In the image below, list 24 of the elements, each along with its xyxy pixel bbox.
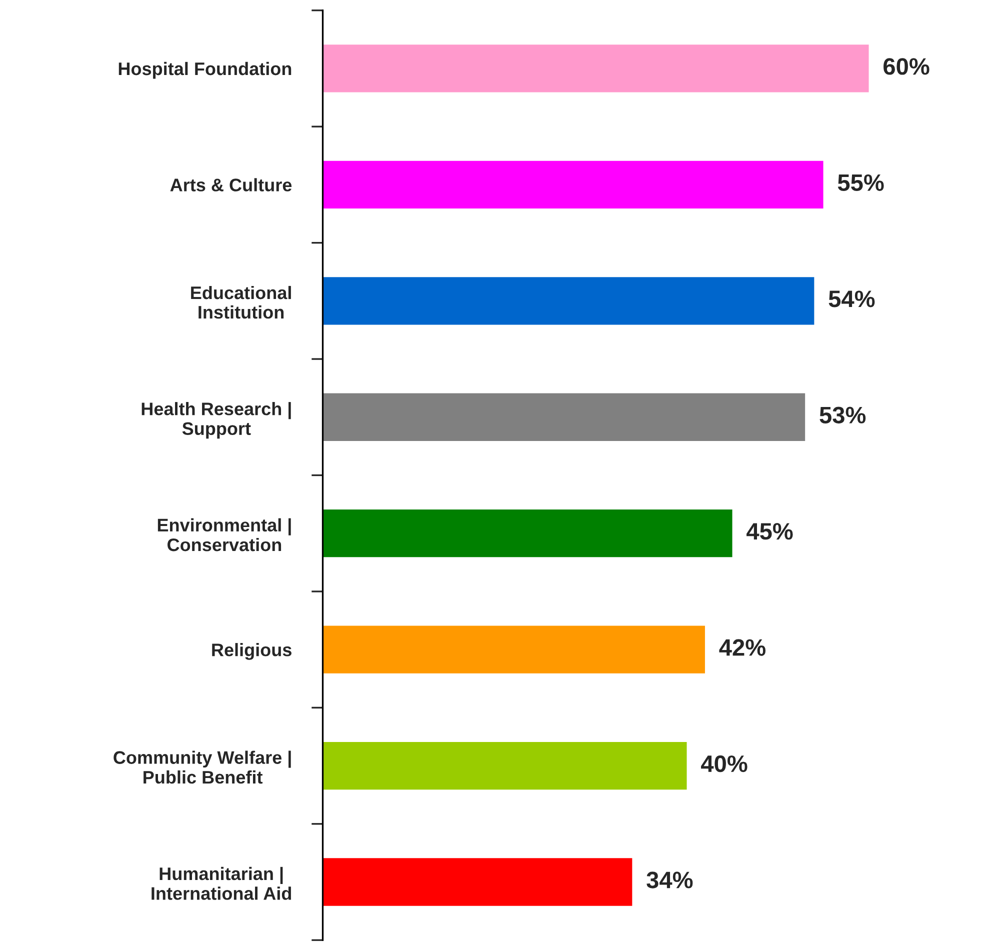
bar bbox=[322, 858, 632, 906]
data-label: 55% bbox=[838, 174, 884, 192]
y-tick-label: Educational Institution bbox=[191, 286, 291, 319]
y-tick-label: Health Research | Support bbox=[142, 402, 291, 439]
bar bbox=[322, 160, 824, 209]
data-label: 60% bbox=[884, 58, 930, 75]
data-label: 53% bbox=[820, 406, 866, 424]
y-tick-label: Religious bbox=[212, 643, 292, 660]
bar bbox=[322, 626, 705, 674]
bar bbox=[322, 277, 814, 325]
bar bbox=[322, 393, 806, 441]
bar bbox=[322, 510, 732, 558]
data-label: 34% bbox=[646, 872, 693, 888]
data-label: 42% bbox=[719, 639, 766, 656]
data-label: 45% bbox=[746, 523, 793, 540]
bar bbox=[322, 742, 687, 790]
data-label: 40% bbox=[701, 755, 748, 772]
y-tick-label: Arts & Culture bbox=[170, 178, 292, 192]
y-tick-label: Hospital Foundation bbox=[118, 62, 292, 79]
y-tick-label: Humanitarian | International Aid bbox=[152, 866, 292, 900]
y-tick-label: Environmental | Conservation bbox=[158, 518, 291, 552]
bar bbox=[322, 44, 869, 92]
y-tick-label: Community Welfare | Public Benefit bbox=[114, 750, 291, 784]
data-label: 54% bbox=[828, 290, 875, 308]
